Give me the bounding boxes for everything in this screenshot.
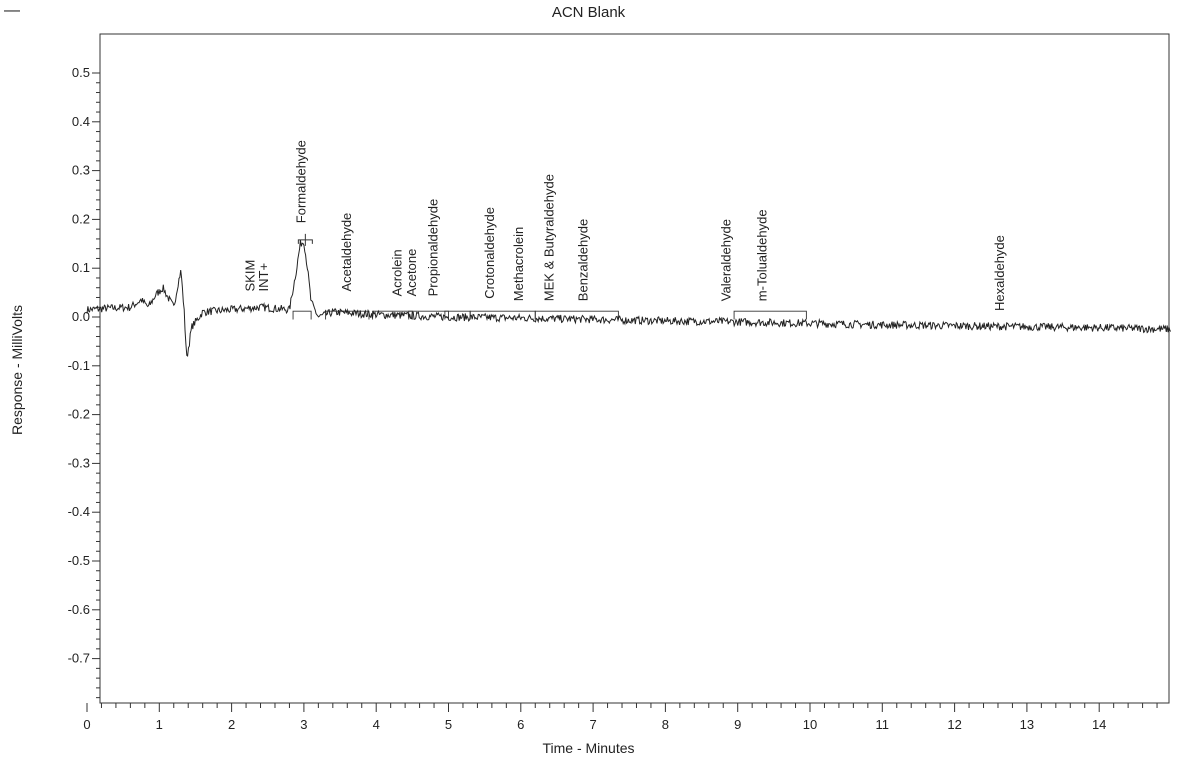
peak-label: Acetaldehyde (339, 213, 354, 292)
y-tick-label: 0.5 (72, 65, 90, 80)
chart-title: ACN Blank (551, 4, 626, 21)
y-tick-label: 0.2 (72, 211, 90, 226)
y-tick-label: -0.5 (68, 553, 90, 568)
x-tick-label: 8 (662, 717, 669, 732)
x-tick-label: 1 (156, 717, 163, 732)
y-tick-label: 0.4 (72, 114, 90, 129)
x-tick-label: 13 (1020, 717, 1034, 732)
x-tick-label: 6 (517, 717, 524, 732)
y-tick-label: -0.1 (68, 358, 90, 373)
peak-label: Benzaldehyde (575, 219, 590, 301)
peak-label: m-Tolualdehyde (755, 209, 770, 301)
peak-label: Propionaldehyde (426, 199, 441, 297)
plot-frame (99, 33, 1170, 704)
peak-label: Acetone (404, 249, 419, 297)
peak-label: Crotonaldehyde (482, 207, 497, 299)
signal-trace (86, 239, 1172, 357)
x-tick-label: 11 (876, 717, 890, 732)
y-tick-label: 0.3 (72, 163, 90, 178)
y-tick-label: -0.7 (68, 651, 90, 666)
peak-label: Acrolein (390, 249, 405, 296)
x-tick-label: 0 (83, 717, 90, 732)
peak-label: SKIM (243, 260, 258, 292)
peak-label: INT+ (256, 263, 271, 292)
x-tick-label: 7 (589, 717, 596, 732)
peak-label: Methacrolein (511, 227, 526, 301)
x-tick-label: 14 (1092, 717, 1106, 732)
x-axis-label: Time - Minutes (542, 740, 635, 756)
y-tick-label: -0.2 (68, 407, 90, 422)
y-tick-label: -0.4 (68, 504, 90, 519)
x-tick-label: 4 (373, 717, 380, 732)
axis-ticks: 0 1 2 3 4 5 6 7 8 9 10 11 12 13 140.50.40.30.20.10.0-0… (68, 65, 1158, 732)
x-tick-label: 5 (445, 717, 452, 732)
x-tick-label: 9 (734, 717, 741, 732)
y-tick-label: -0.3 (68, 455, 90, 470)
header-mark: — (4, 2, 20, 19)
peak-label: Hexaldehyde (992, 235, 1007, 311)
y-tick-label: -0.6 (68, 602, 90, 617)
peak-label: Formaldehyde (293, 140, 308, 223)
y-tick-label: 0.1 (72, 260, 90, 275)
x-tick-label: 12 (947, 717, 961, 732)
y-tick-label: 0.0 (72, 309, 90, 324)
integration-bracket (733, 310, 807, 320)
x-tick-label: 2 (228, 717, 235, 732)
chromatogram-line (86, 239, 1172, 357)
integration-bracket (292, 310, 312, 320)
peak-label: Valeraldehyde (719, 219, 734, 301)
peak-marker (297, 233, 313, 246)
peak-label: MEK & Butyraldehyde (541, 174, 556, 301)
integration-bracket (534, 310, 619, 320)
x-tick-label: 10 (803, 717, 817, 732)
x-tick-label: 3 (300, 717, 307, 732)
